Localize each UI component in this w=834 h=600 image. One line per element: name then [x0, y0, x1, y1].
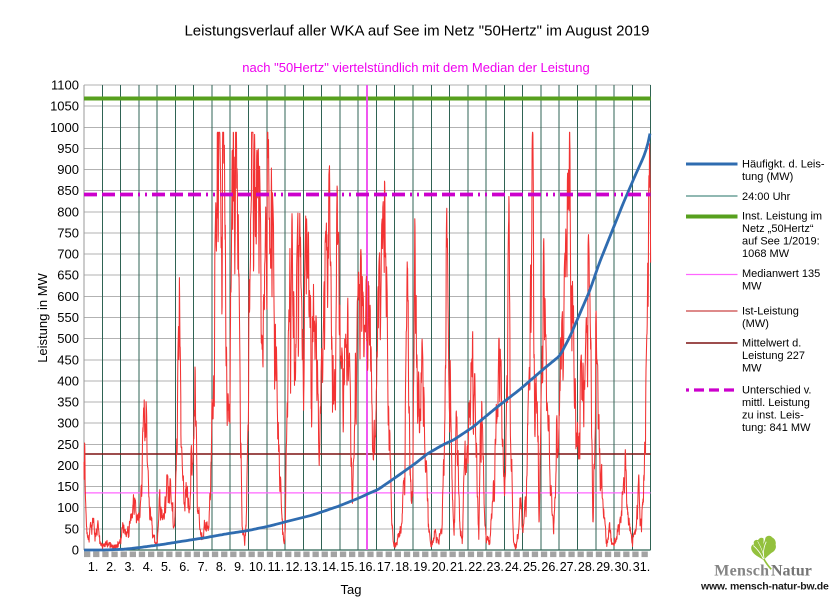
svg-text:Leistung 227: Leistung 227 — [742, 350, 805, 362]
svg-text:900: 900 — [57, 162, 79, 177]
svg-text:950: 950 — [57, 141, 79, 156]
svg-text:800: 800 — [57, 204, 79, 219]
svg-text:Häufigkt. d. Leis-: Häufigkt. d. Leis- — [742, 158, 825, 170]
svg-text:550: 550 — [57, 310, 79, 325]
svg-text:29.: 29. — [596, 560, 613, 574]
svg-text:(MW): (MW) — [742, 318, 769, 330]
svg-text:50: 50 — [65, 521, 79, 536]
svg-text:3.: 3. — [124, 560, 134, 574]
svg-text:300: 300 — [57, 416, 79, 431]
svg-text:Mensch: Mensch — [714, 563, 769, 580]
svg-text:Netz „50Hertz“: Netz „50Hertz“ — [742, 223, 814, 235]
svg-text:Unterschied v.: Unterschied v. — [742, 384, 812, 396]
svg-text:8.: 8. — [216, 560, 226, 574]
svg-text:25.: 25. — [523, 560, 540, 574]
svg-text:450: 450 — [57, 352, 79, 367]
svg-text:400: 400 — [57, 373, 79, 388]
svg-text:Natur: Natur — [771, 563, 812, 580]
svg-text:auf See 1/2019:: auf See 1/2019: — [742, 235, 820, 247]
svg-text:600: 600 — [57, 289, 79, 304]
svg-text:4.: 4. — [143, 560, 153, 574]
svg-text:6.: 6. — [179, 560, 189, 574]
svg-text:27.: 27. — [560, 560, 577, 574]
svg-text:12.: 12. — [286, 560, 303, 574]
svg-text:0: 0 — [72, 543, 79, 558]
svg-text:22.: 22. — [468, 560, 485, 574]
svg-text:14.: 14. — [322, 560, 339, 574]
svg-text:Ist-Leistung: Ist-Leistung — [742, 305, 799, 317]
svg-text:7.: 7. — [198, 560, 208, 574]
svg-text:www. mensch-natur-bw.de: www. mensch-natur-bw.de — [700, 581, 829, 593]
svg-text:16.: 16. — [359, 560, 376, 574]
svg-text:2.: 2. — [106, 560, 116, 574]
svg-text:MW: MW — [742, 280, 762, 292]
svg-text:9.: 9. — [234, 560, 244, 574]
svg-text:26.: 26. — [541, 560, 558, 574]
svg-text:Inst. Leistung im: Inst. Leistung im — [742, 210, 822, 222]
svg-text:650: 650 — [57, 268, 79, 283]
svg-text:23.: 23. — [487, 560, 504, 574]
svg-text:19.: 19. — [413, 560, 430, 574]
svg-text:500: 500 — [57, 331, 79, 346]
svg-text:1000: 1000 — [50, 120, 79, 135]
svg-text:28.: 28. — [578, 560, 595, 574]
svg-text:20.: 20. — [432, 560, 449, 574]
svg-text:1100: 1100 — [51, 78, 79, 93]
svg-text:850: 850 — [57, 183, 79, 198]
svg-text:200: 200 — [57, 458, 79, 473]
svg-text:11.: 11. — [268, 560, 284, 574]
svg-text:750: 750 — [57, 226, 79, 241]
svg-text:100: 100 — [57, 500, 79, 515]
svg-text:31.: 31. — [633, 560, 650, 574]
svg-text:17.: 17. — [377, 560, 394, 574]
svg-text:MW: MW — [742, 362, 762, 374]
svg-text:5.: 5. — [161, 560, 171, 574]
svg-text:1050: 1050 — [50, 99, 79, 114]
svg-text:tung: 841 MW: tung: 841 MW — [742, 422, 811, 434]
svg-text:zu inst. Leis-: zu inst. Leis- — [742, 409, 804, 421]
svg-text:Mittelwert d.: Mittelwert d. — [742, 337, 801, 349]
svg-text:Leistung in MW: Leistung in MW — [35, 272, 50, 362]
svg-text:1068 MW: 1068 MW — [742, 248, 790, 260]
svg-text:10.: 10. — [249, 560, 266, 574]
svg-text:700: 700 — [57, 247, 79, 262]
svg-text:150: 150 — [57, 479, 79, 494]
svg-text:13.: 13. — [304, 560, 321, 574]
svg-text:350: 350 — [57, 395, 79, 410]
svg-text:mittl. Leistung: mittl. Leistung — [742, 397, 810, 409]
svg-text:Leistungsverlauf aller WKA auf: Leistungsverlauf aller WKA auf See im Ne… — [184, 23, 649, 40]
svg-text:30.: 30. — [615, 560, 632, 574]
svg-text:1.: 1. — [88, 560, 98, 574]
svg-text:tung (MW): tung (MW) — [742, 171, 793, 183]
svg-text:Medianwert 135: Medianwert 135 — [742, 268, 820, 280]
svg-text:15.: 15. — [340, 560, 357, 574]
svg-text:24:00 Uhr: 24:00 Uhr — [742, 191, 791, 203]
svg-text:18.: 18. — [395, 560, 412, 574]
svg-text:nach "50Hertz" viertelstündlic: nach "50Hertz" viertelstündlich mit dem … — [242, 60, 589, 75]
svg-text:250: 250 — [57, 437, 79, 452]
svg-text:Tag: Tag — [341, 582, 362, 597]
svg-text:21.: 21. — [450, 560, 467, 574]
svg-text:24.: 24. — [505, 560, 522, 574]
